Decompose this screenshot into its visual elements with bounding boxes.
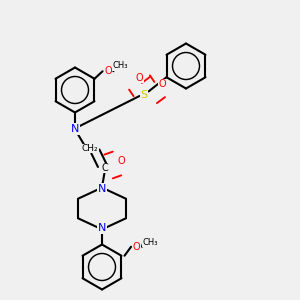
Text: CH₃: CH₃ <box>113 61 128 70</box>
Text: N: N <box>98 184 106 194</box>
Text: O: O <box>118 155 125 166</box>
Text: N: N <box>71 124 79 134</box>
Text: CH₃: CH₃ <box>142 238 158 247</box>
Text: C: C <box>102 163 108 173</box>
Text: CH₂: CH₂ <box>82 144 98 153</box>
Text: O: O <box>158 79 166 89</box>
Text: O: O <box>104 66 112 76</box>
Text: S: S <box>140 89 148 100</box>
Text: N: N <box>98 223 106 233</box>
Text: O: O <box>136 73 143 83</box>
Text: O: O <box>133 242 140 252</box>
